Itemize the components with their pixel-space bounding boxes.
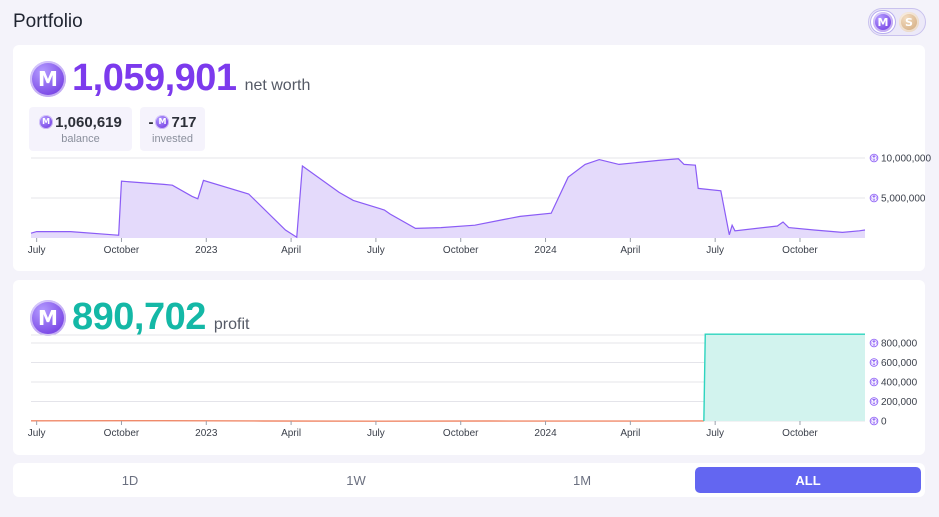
mana-coin-icon: M <box>30 299 66 336</box>
range-1w-button[interactable]: 1W <box>346 472 366 488</box>
mana-coin-icon: M <box>39 115 54 129</box>
mana-coin-icon: M <box>869 377 879 387</box>
x-tick-label: October <box>443 245 479 256</box>
y-tick-label: 400,000 <box>881 378 918 389</box>
x-tick-label: July <box>706 428 724 439</box>
invested-stat: - M 717 invested <box>140 107 205 151</box>
net-worth-chart[interactable]: M 5,000,000 M 10,000,000 July October 2023 Apri… <box>13 45 932 271</box>
profit-card: M 890,702 profit M 0 M 200,000 M 400,000 M 600,… <box>13 280 925 455</box>
header: Portfolio M S <box>13 8 926 36</box>
mana-coin-icon: M <box>30 60 66 97</box>
balance-stat: M 1,060,619 balance <box>29 107 132 151</box>
range-all-button[interactable]: ALL <box>695 467 921 493</box>
x-tick-label: 2023 <box>195 245 218 256</box>
net-worth-card: M 1,059,901 net worth M 1,060,619 balanc… <box>13 45 932 271</box>
invested-sign: - <box>148 113 154 131</box>
profit-label: profit <box>213 316 250 333</box>
currency-toggle[interactable]: M S <box>868 8 926 36</box>
x-tick-label: 2024 <box>534 245 557 256</box>
mana-coin-icon: M <box>155 115 170 129</box>
y-tick-label: 0 <box>881 417 887 428</box>
mana-coin-icon: M <box>869 358 879 367</box>
x-tick-label: October <box>782 245 818 256</box>
invested-label: invested <box>152 132 193 145</box>
x-tick-label: October <box>104 245 140 256</box>
balance-value: 1,060,619 <box>55 113 122 131</box>
mana-coin-icon: M <box>869 193 879 203</box>
svg-text:M: M <box>871 361 876 367</box>
x-tick-label: October <box>782 428 818 439</box>
y-tick-label: 10,000,000 <box>881 154 931 165</box>
x-tick-label: April <box>620 428 640 439</box>
x-tick-label: April <box>281 428 301 439</box>
range-1m-button[interactable]: 1M <box>572 472 592 488</box>
svg-text:M: M <box>871 420 876 426</box>
x-tick-label: April <box>620 245 640 256</box>
y-tick-label: 200,000 <box>881 397 918 408</box>
profit-line-positive <box>703 333 865 421</box>
svg-text:M: M <box>871 197 876 203</box>
x-tick-label: July <box>367 428 385 439</box>
mana-coin-icon: M <box>869 153 879 163</box>
x-tick-label: April <box>281 245 301 256</box>
cash-coin-icon: S <box>899 12 919 32</box>
x-tick-label: July <box>367 245 385 256</box>
balance-label: balance <box>61 132 100 145</box>
y-tick-label: 5,000,000 <box>881 194 926 205</box>
net-worth-label: net worth <box>244 77 311 94</box>
y-tick-label: 800,000 <box>881 339 918 350</box>
x-tick-label: July <box>706 245 724 256</box>
profit-header: M 890,702 profit <box>30 296 249 339</box>
x-tick-label: July <box>28 428 46 439</box>
x-tick-label: July <box>28 245 46 256</box>
svg-text:M: M <box>871 342 876 348</box>
x-tick-label: 2023 <box>195 428 218 439</box>
svg-text:M: M <box>871 381 876 387</box>
mana-coin-icon: M <box>873 12 893 32</box>
x-tick-label: October <box>443 428 479 439</box>
invested-value: 717 <box>171 113 197 131</box>
page-title: Portfolio <box>13 11 83 32</box>
x-tick-label: October <box>104 428 140 439</box>
profit-area <box>703 334 865 421</box>
net-worth-header: M 1,059,901 net worth <box>30 57 310 100</box>
mana-coin-icon: M <box>869 416 879 426</box>
x-tick-label: 2024 <box>534 428 557 439</box>
net-worth-area <box>31 158 865 238</box>
mana-coin-icon: M <box>869 397 879 406</box>
profit-value: 890,702 <box>72 296 206 338</box>
mana-currency-button[interactable]: M <box>871 11 895 33</box>
range-1d-button[interactable]: 1D <box>121 472 139 488</box>
net-worth-line <box>30 158 866 239</box>
net-worth-value: 1,059,901 <box>72 57 237 99</box>
svg-text:M: M <box>871 400 876 406</box>
svg-text:M: M <box>871 157 876 163</box>
mana-coin-icon: M <box>869 338 879 348</box>
y-tick-label: 600,000 <box>881 358 918 369</box>
cash-currency-button[interactable]: S <box>897 11 921 33</box>
time-range-selector: 1D 1W 1M ALL <box>13 463 925 497</box>
